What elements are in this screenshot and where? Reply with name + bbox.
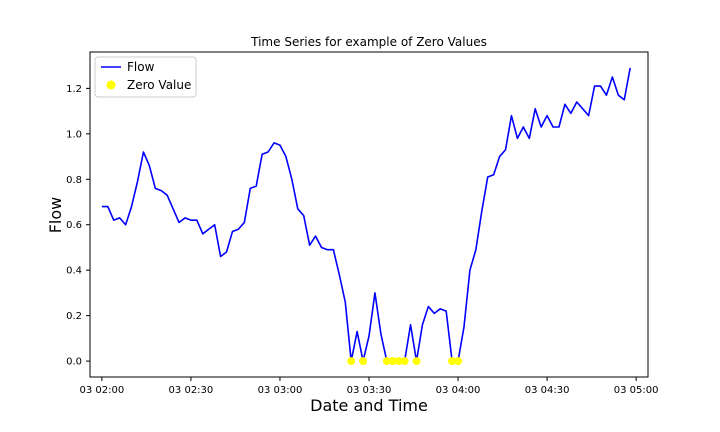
- zero-value-marker: [448, 357, 457, 366]
- x-axis-ticks: 03 02:00 03 02:30 03 03:00 03 03:30 03 04:00…: [80, 377, 659, 396]
- zero-value-marker: [400, 357, 409, 366]
- y-axis-ticks: 0.0 0.2 0.4 0.6 0.8 1.0 1.2: [66, 84, 90, 368]
- x-tick-label: 03 02:00: [80, 385, 125, 396]
- zero-value-marker: [388, 357, 397, 366]
- legend-zero-value-label: Zero Value: [127, 78, 191, 92]
- flow-series-line: [101, 67, 631, 362]
- zero-value-marker: [412, 357, 421, 366]
- zero-value-marker: [454, 357, 463, 366]
- x-axis-label: Date and Time: [310, 396, 428, 415]
- x-tick-label: 03 05:00: [614, 385, 659, 396]
- legend-flow-label: Flow: [127, 60, 155, 74]
- x-tick-label: 03 03:00: [258, 385, 303, 396]
- y-tick-label: 1.0: [66, 129, 82, 140]
- plot-frame: [89, 51, 649, 378]
- zero-value-marker: [394, 357, 403, 366]
- x-tick-label: 03 02:30: [169, 385, 214, 396]
- zero-value-marker: [359, 357, 368, 366]
- y-tick-label: 0.6: [66, 220, 82, 231]
- chart-title: Time Series for example of Zero Values: [250, 35, 487, 49]
- plot-series: [101, 67, 631, 366]
- legend-zero-value-marker: [106, 80, 116, 90]
- zero-value-marker: [347, 357, 356, 366]
- zero-value-marker: [382, 357, 391, 366]
- x-tick-label: 03 04:30: [525, 385, 570, 396]
- y-tick-label: 0.0: [66, 357, 82, 368]
- x-tick-label: 03 03:30: [347, 385, 392, 396]
- y-tick-label: 1.2: [66, 84, 82, 95]
- y-tick-label: 0.4: [66, 266, 82, 277]
- legend: Flow Zero Value: [94, 56, 197, 98]
- x-tick-label: 03 04:00: [436, 385, 481, 396]
- y-tick-label: 0.8: [66, 175, 82, 186]
- y-tick-label: 0.2: [66, 311, 82, 322]
- y-axis-label: Flow: [46, 197, 65, 234]
